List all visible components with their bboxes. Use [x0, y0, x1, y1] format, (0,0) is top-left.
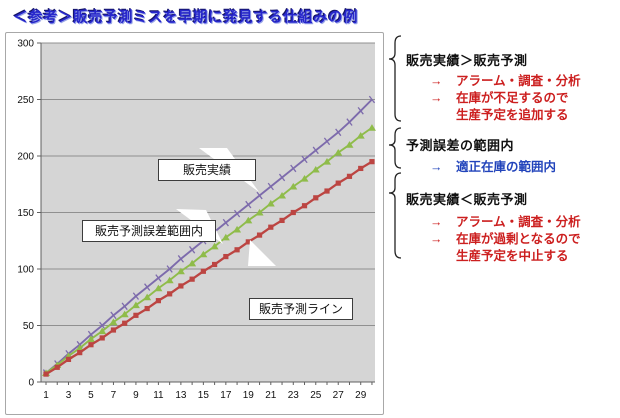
svg-text:29: 29 — [355, 390, 367, 401]
annotation-3-item-1: → アラーム・調査・分析 — [430, 215, 581, 229]
page-title: ＜参考＞販売予測ミスを早期に発見する仕組みの例 — [13, 10, 358, 26]
callout-forecast-error-band: 販売予測誤差範囲内 — [82, 220, 216, 242]
svg-text:3: 3 — [66, 390, 72, 401]
svg-text:7: 7 — [111, 390, 117, 401]
svg-text:9: 9 — [133, 390, 139, 401]
arrow-icon: → — [430, 232, 443, 246]
line-chart-container: 0 50 100 150 200 250 300 1 3 5 7 9 11 13 15 17 19 21 23 25 2… — [5, 32, 384, 415]
svg-text:150: 150 — [17, 208, 34, 219]
annotation-1-item-1: → アラーム・調査・分析 — [430, 74, 581, 88]
svg-text:25: 25 — [310, 390, 322, 401]
brace-group — [388, 35, 402, 259]
svg-text:27: 27 — [333, 390, 345, 401]
arrow-icon: → — [430, 91, 443, 105]
svg-text:15: 15 — [198, 390, 210, 401]
annotation-1-item-2: → 在庫が不足するので — [430, 91, 569, 105]
callout-forecast-line: 販売予測ライン — [249, 298, 353, 320]
svg-text:250: 250 — [17, 95, 34, 106]
svg-text:5: 5 — [88, 390, 94, 401]
svg-text:1: 1 — [43, 390, 49, 401]
brace-bottom — [388, 172, 402, 259]
svg-text:0: 0 — [28, 378, 34, 389]
arrow-icon: → — [430, 160, 443, 174]
callout-sales-actual: 販売実績 — [158, 159, 256, 181]
svg-text:100: 100 — [17, 265, 34, 276]
svg-text:50: 50 — [23, 321, 35, 332]
svg-text:21: 21 — [265, 390, 277, 401]
annotation-3-header: 販売実績＜販売予測 — [406, 192, 528, 207]
annotation-3-item-2: → 在庫が過剰となるので — [430, 232, 581, 246]
svg-text:19: 19 — [243, 390, 255, 401]
svg-text:17: 17 — [220, 390, 232, 401]
annotation-3-item-3: 生産予定を中止する — [456, 249, 569, 263]
svg-text:13: 13 — [175, 390, 187, 401]
annotation-1-item-3: 生産予定を追加する — [456, 108, 569, 122]
arrow-icon: → — [430, 215, 443, 229]
arrow-icon: → — [430, 74, 443, 88]
brace-middle — [388, 127, 402, 169]
brace-top — [388, 35, 402, 122]
svg-text:11: 11 — [153, 390, 164, 401]
annotation-2-item-1: → 適正在庫の範囲内 — [430, 160, 557, 174]
svg-text:23: 23 — [288, 390, 300, 401]
annotation-1-header: 販売実績＞販売予測 — [406, 53, 528, 68]
annotation-2-header: 予測誤差の範囲内 — [406, 138, 515, 153]
svg-text:300: 300 — [17, 39, 34, 50]
svg-text:200: 200 — [17, 152, 34, 163]
